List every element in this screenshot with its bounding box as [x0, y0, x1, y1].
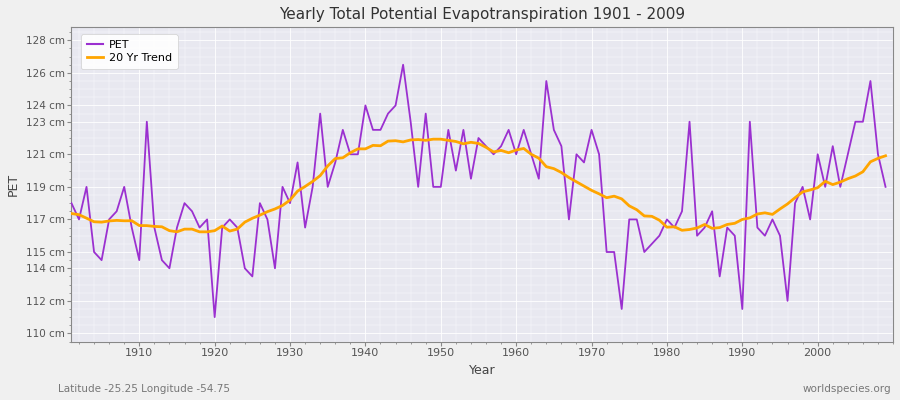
Text: Latitude -25.25 Longitude -54.75: Latitude -25.25 Longitude -54.75: [58, 384, 230, 394]
X-axis label: Year: Year: [469, 364, 496, 377]
Title: Yearly Total Potential Evapotranspiration 1901 - 2009: Yearly Total Potential Evapotranspiratio…: [279, 7, 685, 22]
Text: worldspecies.org: worldspecies.org: [803, 384, 891, 394]
Legend: PET, 20 Yr Trend: PET, 20 Yr Trend: [81, 34, 177, 69]
Y-axis label: PET: PET: [7, 173, 20, 196]
